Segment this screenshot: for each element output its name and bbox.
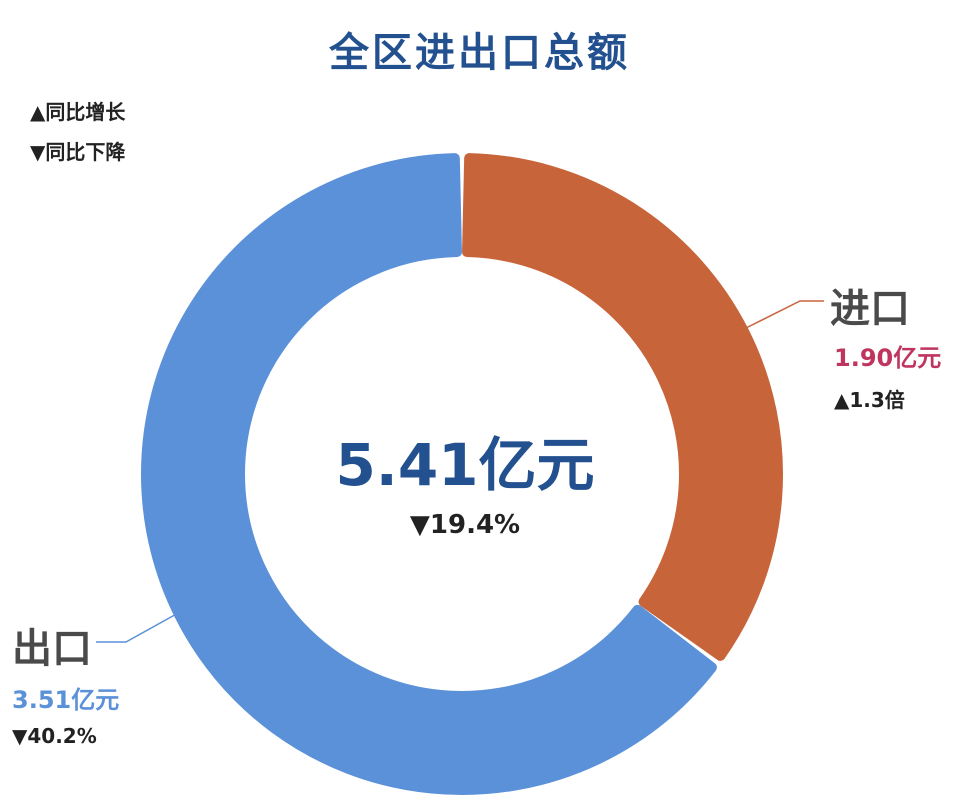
import-change: ▲1.3倍 xyxy=(834,388,905,412)
export-slice xyxy=(141,153,717,795)
total-change: ▼19.4% xyxy=(409,510,521,540)
import-label: 进口 xyxy=(830,286,910,332)
legend-increase: ▲同比增长 xyxy=(30,100,126,124)
export-change: ▼40.2% xyxy=(12,724,97,748)
import-value: 1.90亿元 xyxy=(834,344,942,372)
total-value: 5.41亿元 xyxy=(335,431,595,499)
chart-title: 全区进出口总额 xyxy=(329,30,630,76)
export-value: 3.51亿元 xyxy=(12,686,120,714)
export-leader-line xyxy=(96,611,181,643)
import-slice xyxy=(462,153,783,661)
legend-decrease: ▼同比下降 xyxy=(30,140,126,164)
import-leader-line xyxy=(743,300,824,330)
export-label: 出口 xyxy=(12,626,92,672)
